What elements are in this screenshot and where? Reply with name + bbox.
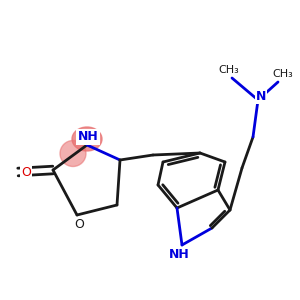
Circle shape <box>60 140 86 166</box>
Ellipse shape <box>72 127 102 151</box>
Text: NH: NH <box>169 248 189 262</box>
Text: O: O <box>74 218 84 232</box>
Text: N: N <box>256 89 266 103</box>
Text: CH₃: CH₃ <box>273 69 293 79</box>
Text: O: O <box>21 166 31 178</box>
Text: CH₃: CH₃ <box>219 65 239 75</box>
Text: NH: NH <box>78 130 98 143</box>
